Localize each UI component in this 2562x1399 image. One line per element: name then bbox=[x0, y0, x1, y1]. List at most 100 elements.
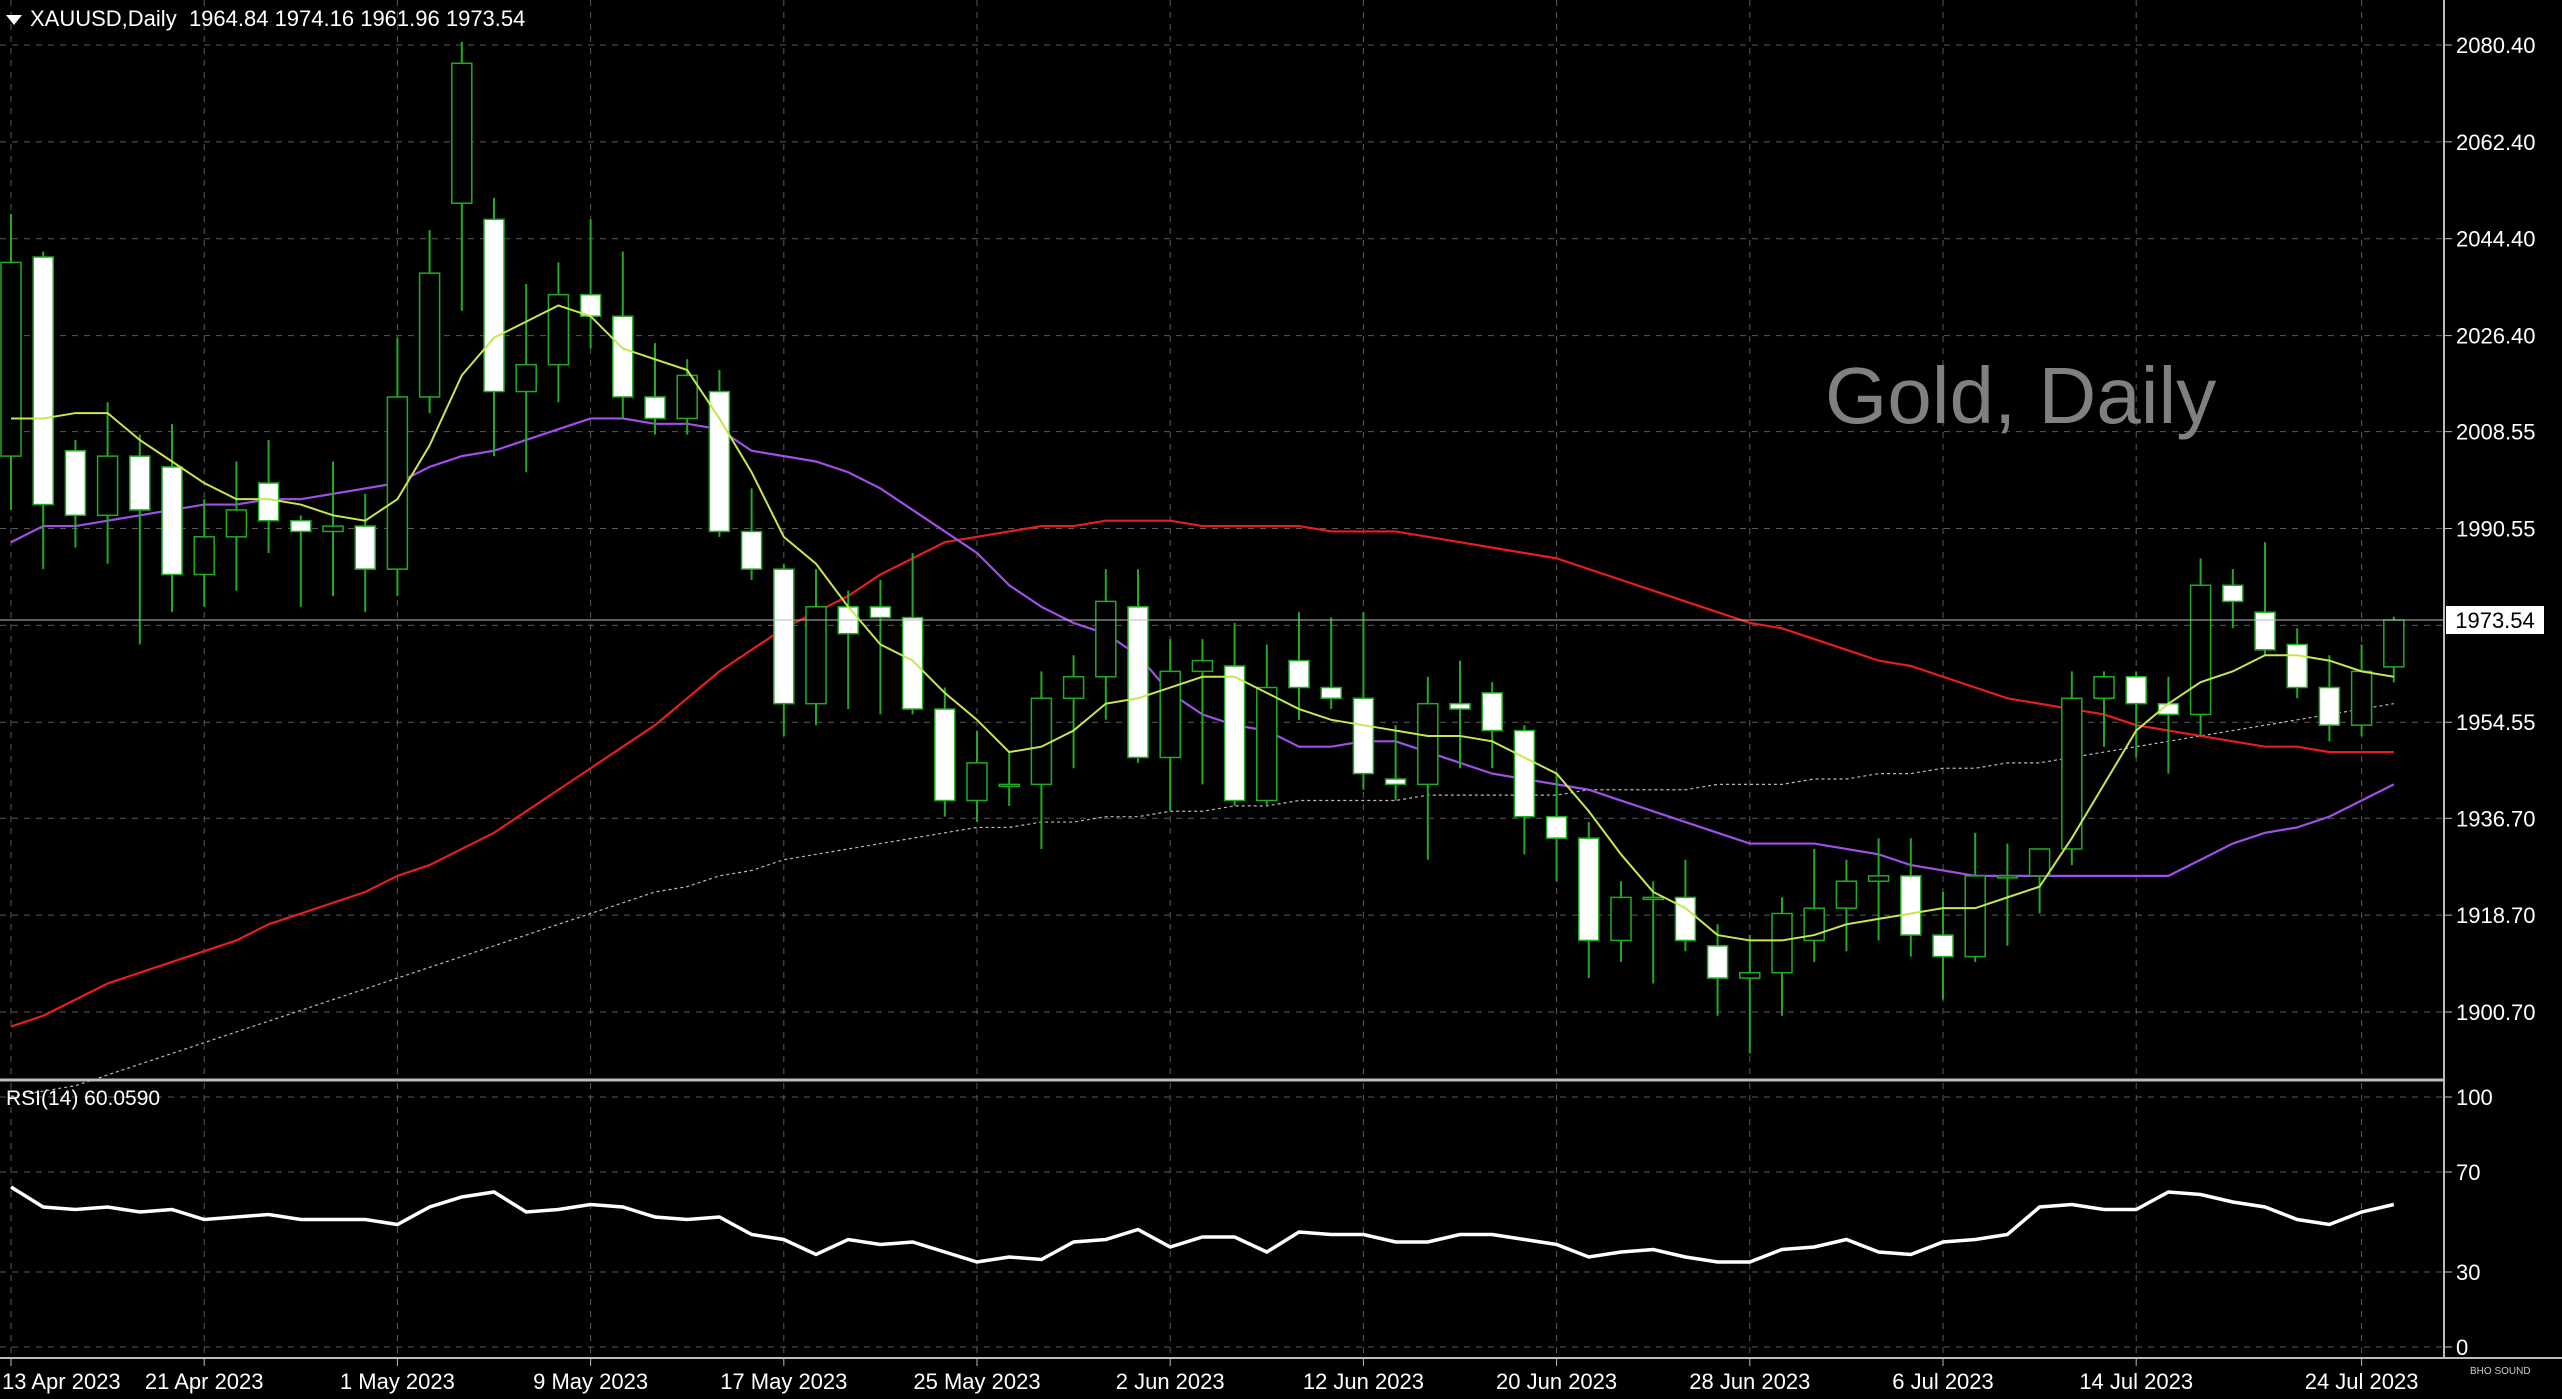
candle-body-bear bbox=[740, 530, 763, 570]
candle bbox=[225, 461, 248, 591]
price-tick-label: 1936.70 bbox=[2456, 806, 2536, 831]
candle bbox=[837, 590, 859, 710]
candle-body-bear bbox=[708, 390, 731, 533]
candle-body-bull bbox=[0, 261, 22, 457]
candle bbox=[805, 569, 827, 726]
candle-body-bear bbox=[2286, 643, 2308, 689]
candle bbox=[1223, 622, 1246, 806]
candle bbox=[1642, 881, 1664, 984]
candle-body-bear bbox=[901, 616, 924, 710]
date-tick-label: 28 Jun 2023 bbox=[1689, 1369, 1810, 1394]
candle-body-bear bbox=[290, 519, 312, 533]
candle-body-bear bbox=[161, 466, 183, 576]
candle-body-bull bbox=[1835, 880, 1858, 909]
rsi-polyline bbox=[10, 1185, 2395, 1264]
ohlc-values: 1964.84 1974.16 1961.96 1973.54 bbox=[188, 6, 526, 31]
candle bbox=[1674, 859, 1697, 952]
candle bbox=[708, 370, 731, 537]
candle-body-bear bbox=[1674, 896, 1697, 942]
candle bbox=[901, 552, 924, 715]
candle-body-bear bbox=[1481, 692, 1503, 732]
candle-body-bear bbox=[2125, 676, 2147, 705]
candle-body-bull bbox=[1095, 600, 1117, 678]
candle-body-bear bbox=[612, 315, 634, 398]
candle bbox=[451, 41, 473, 311]
candle bbox=[1449, 660, 1471, 769]
date-tick-label: 25 May 2023 bbox=[913, 1369, 1040, 1394]
date-tick-label: 17 May 2023 bbox=[720, 1369, 847, 1394]
candle bbox=[934, 687, 956, 817]
candle-body-bull bbox=[1030, 697, 1053, 786]
candle bbox=[1996, 843, 2019, 946]
candle bbox=[1481, 682, 1503, 769]
price-tick-label: 2044.40 bbox=[2456, 227, 2536, 252]
candle-body-bear bbox=[1384, 778, 1407, 786]
candle-body-bear bbox=[1578, 837, 1600, 942]
candle bbox=[1578, 822, 1600, 979]
candle bbox=[2254, 542, 2276, 656]
candle bbox=[2286, 628, 2308, 699]
candle-body-bull bbox=[1256, 686, 1278, 802]
candle bbox=[1417, 676, 1439, 860]
rsi-tick-label: 100 bbox=[2456, 1085, 2493, 1110]
candle bbox=[869, 579, 892, 715]
candle-body-bull bbox=[2189, 584, 2212, 716]
candle bbox=[1191, 639, 1214, 785]
candle bbox=[1352, 612, 1375, 790]
candle-body-bear bbox=[2318, 686, 2341, 726]
watermark: Gold, Daily bbox=[1825, 351, 2217, 440]
candle bbox=[2157, 676, 2180, 774]
candle-body-bull bbox=[1771, 912, 1793, 974]
candle bbox=[612, 251, 634, 419]
candle bbox=[129, 434, 151, 645]
candle-body-bull bbox=[805, 606, 827, 705]
current-price-label: 1973.54 bbox=[2446, 606, 2544, 635]
price-axis-ticks: 2080.40 2062.40 2044.40 2026.40 2008.55 1990.… bbox=[2444, 33, 2536, 1025]
candle-body-bear bbox=[2254, 611, 2276, 651]
ma-slow-polyline bbox=[10, 519, 2394, 1028]
price-tick-label: 2008.55 bbox=[2456, 420, 2536, 445]
candle bbox=[1900, 838, 1922, 957]
price-tick-label: 1954.55 bbox=[2456, 710, 2536, 735]
price-tick-label: 1990.55 bbox=[2456, 517, 2536, 542]
date-axis-ticks: 13 Apr 2023 21 Apr 2023 1 May 2023 9 May 20… bbox=[2, 1358, 2418, 1394]
candle bbox=[1739, 935, 1761, 1054]
date-tick-label: 12 Jun 2023 bbox=[1303, 1369, 1424, 1394]
candle-body-bull bbox=[2383, 619, 2405, 668]
candle bbox=[1095, 569, 1117, 720]
candle-body-bull bbox=[322, 525, 344, 533]
candle-body-bear bbox=[1223, 665, 1246, 802]
candle bbox=[1610, 881, 1632, 962]
candle bbox=[1256, 644, 1278, 806]
date-tick-label: 14 Jul 2023 bbox=[2079, 1369, 2193, 1394]
candle bbox=[966, 730, 988, 823]
candle bbox=[676, 359, 698, 435]
candle-body-bear bbox=[644, 396, 666, 420]
candle bbox=[32, 251, 54, 570]
candle bbox=[740, 488, 763, 580]
candle-body-bear bbox=[64, 449, 87, 517]
rsi-tick-label: 0 bbox=[2456, 1335, 2468, 1360]
candle bbox=[1932, 891, 1954, 1000]
candle-body-bear bbox=[773, 568, 795, 705]
candle-body-bear bbox=[1127, 606, 1149, 759]
ma-fast-line bbox=[11, 304, 2394, 942]
candle-body-bear bbox=[1513, 729, 1536, 818]
candle bbox=[2028, 848, 2051, 914]
candle bbox=[1867, 838, 1890, 941]
candle-body-bull bbox=[1159, 670, 1181, 759]
candle-body-bear bbox=[1932, 934, 1954, 958]
ma-fast-polyline bbox=[11, 304, 2394, 942]
candle bbox=[2383, 616, 2405, 683]
symbol-label: XAUUSD,Daily bbox=[30, 6, 177, 31]
collapse-triangle-icon[interactable] bbox=[6, 15, 22, 26]
chart-header: XAUUSD,Daily 1964.84 1974.16 1961.96 197… bbox=[6, 6, 525, 32]
candle bbox=[1127, 569, 1149, 763]
candle-body-bull bbox=[96, 455, 119, 517]
candle-body-bull bbox=[386, 396, 409, 570]
candle bbox=[2222, 569, 2244, 629]
ma-slow-line bbox=[10, 519, 2394, 1028]
candle bbox=[290, 515, 312, 607]
candle-body-bear bbox=[1706, 945, 1729, 979]
date-tick-label: 20 Jun 2023 bbox=[1496, 1369, 1617, 1394]
